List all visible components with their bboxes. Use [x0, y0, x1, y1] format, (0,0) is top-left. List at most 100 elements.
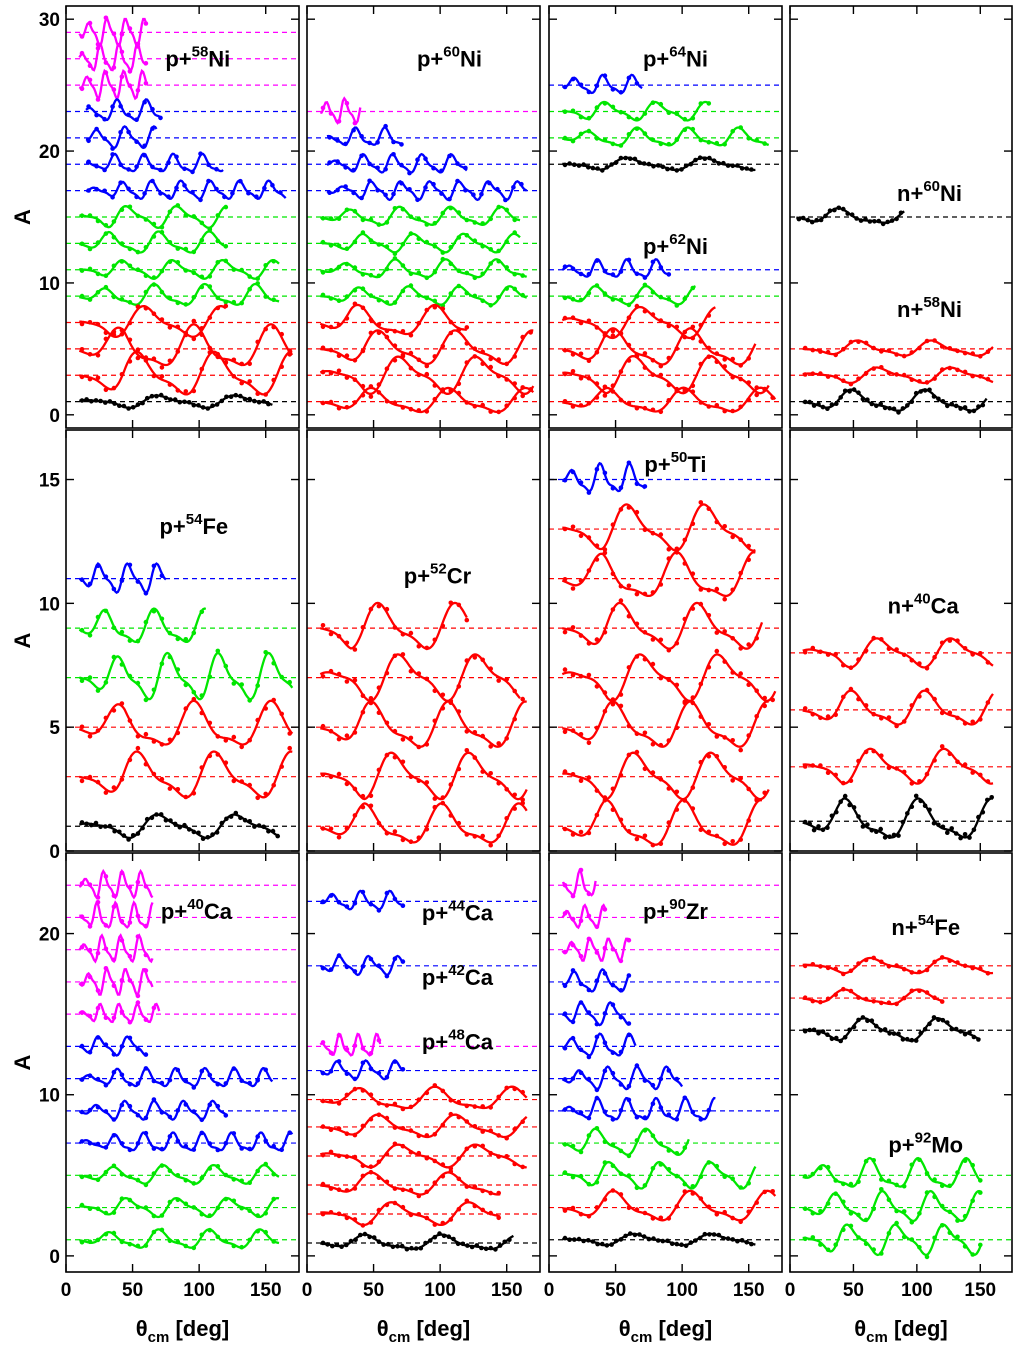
- data-point: [134, 194, 139, 200]
- data-point: [825, 349, 831, 355]
- series-line: [562, 700, 769, 748]
- data-point: [642, 365, 648, 370]
- data-point: [730, 778, 735, 783]
- data-point: [594, 381, 600, 386]
- data-point: [512, 396, 517, 401]
- data-point: [496, 1094, 502, 1100]
- data-point: [528, 387, 533, 392]
- data-point: [730, 587, 735, 593]
- data-point: [578, 732, 584, 737]
- data-point: [344, 679, 350, 684]
- data-point: [172, 397, 178, 402]
- data-point: [239, 682, 244, 687]
- data-point: [440, 256, 446, 262]
- data-point: [610, 328, 616, 334]
- data-point: [594, 543, 600, 548]
- data-point: [871, 345, 876, 351]
- data-point: [416, 216, 422, 222]
- data-point: [432, 1158, 438, 1164]
- data-point: [810, 645, 816, 651]
- data-point: [586, 775, 592, 780]
- data-point: [939, 955, 945, 960]
- data-point: [219, 820, 225, 826]
- data-point: [103, 1042, 109, 1047]
- data-point: [464, 360, 470, 365]
- data-point: [255, 281, 260, 286]
- data-point: [504, 207, 510, 213]
- data-point: [632, 156, 638, 162]
- data-point: [939, 367, 945, 372]
- data-point: [927, 807, 932, 813]
- data-point: [107, 399, 113, 404]
- data-point: [79, 347, 85, 352]
- data-point: [594, 924, 600, 930]
- data-point: [936, 822, 941, 828]
- data-point: [151, 311, 157, 317]
- data-point: [384, 398, 390, 404]
- data-point: [586, 987, 592, 993]
- data-point: [392, 956, 398, 961]
- data-point: [336, 1032, 342, 1038]
- data-point: [351, 190, 356, 196]
- data-point: [602, 291, 608, 296]
- data-point: [869, 828, 875, 833]
- data-point: [223, 663, 229, 669]
- x-tick-label: 50: [605, 1280, 626, 1301]
- data-point: [504, 677, 510, 682]
- data-point: [896, 410, 901, 415]
- data-point: [886, 370, 892, 376]
- reaction-label: n+40Ca: [888, 590, 960, 618]
- data-point: [183, 389, 189, 394]
- data-point: [469, 1244, 475, 1250]
- series-line: [561, 937, 630, 962]
- data-point: [177, 399, 183, 405]
- data-point: [512, 1161, 517, 1167]
- data-point: [348, 1238, 354, 1244]
- data-point: [95, 1005, 101, 1011]
- data-point: [865, 822, 870, 827]
- data-point: [562, 264, 568, 270]
- panel-2: p+60Ni: [306, 5, 541, 429]
- data-point: [833, 651, 838, 657]
- data-point: [344, 100, 350, 106]
- data-point: [210, 832, 215, 837]
- data-point: [392, 653, 398, 659]
- x-tick-label: 100: [666, 1280, 698, 1301]
- data-point: [917, 1211, 922, 1216]
- data-point: [352, 1154, 358, 1160]
- data-point: [440, 1162, 446, 1167]
- data-point: [95, 728, 101, 733]
- data-point: [87, 734, 93, 739]
- data-point: [376, 710, 382, 715]
- data-point: [287, 348, 293, 353]
- data-point: [352, 786, 358, 792]
- data-point: [472, 238, 478, 243]
- data-point: [841, 662, 846, 668]
- data-point: [520, 797, 525, 803]
- data-point: [127, 1174, 133, 1180]
- data-point: [586, 490, 592, 495]
- data-point: [79, 1043, 85, 1049]
- data-point: [408, 271, 414, 277]
- data-point: [570, 352, 576, 357]
- data-point: [151, 1171, 157, 1176]
- data-point: [618, 507, 624, 512]
- data-point: [191, 1245, 197, 1251]
- data-point: [690, 115, 696, 121]
- data-point: [488, 1150, 494, 1156]
- data-point: [754, 138, 759, 143]
- data-point: [480, 769, 486, 774]
- data-point: [95, 1206, 101, 1212]
- data-point: [392, 1200, 398, 1206]
- data-point: [135, 1177, 141, 1183]
- data-point: [682, 334, 688, 340]
- data-point: [690, 1191, 696, 1196]
- data-point: [270, 828, 276, 834]
- data-point: [127, 337, 133, 343]
- data-point: [936, 396, 941, 402]
- data-point: [714, 648, 720, 654]
- data-point: [143, 884, 149, 889]
- data-point: [879, 753, 884, 758]
